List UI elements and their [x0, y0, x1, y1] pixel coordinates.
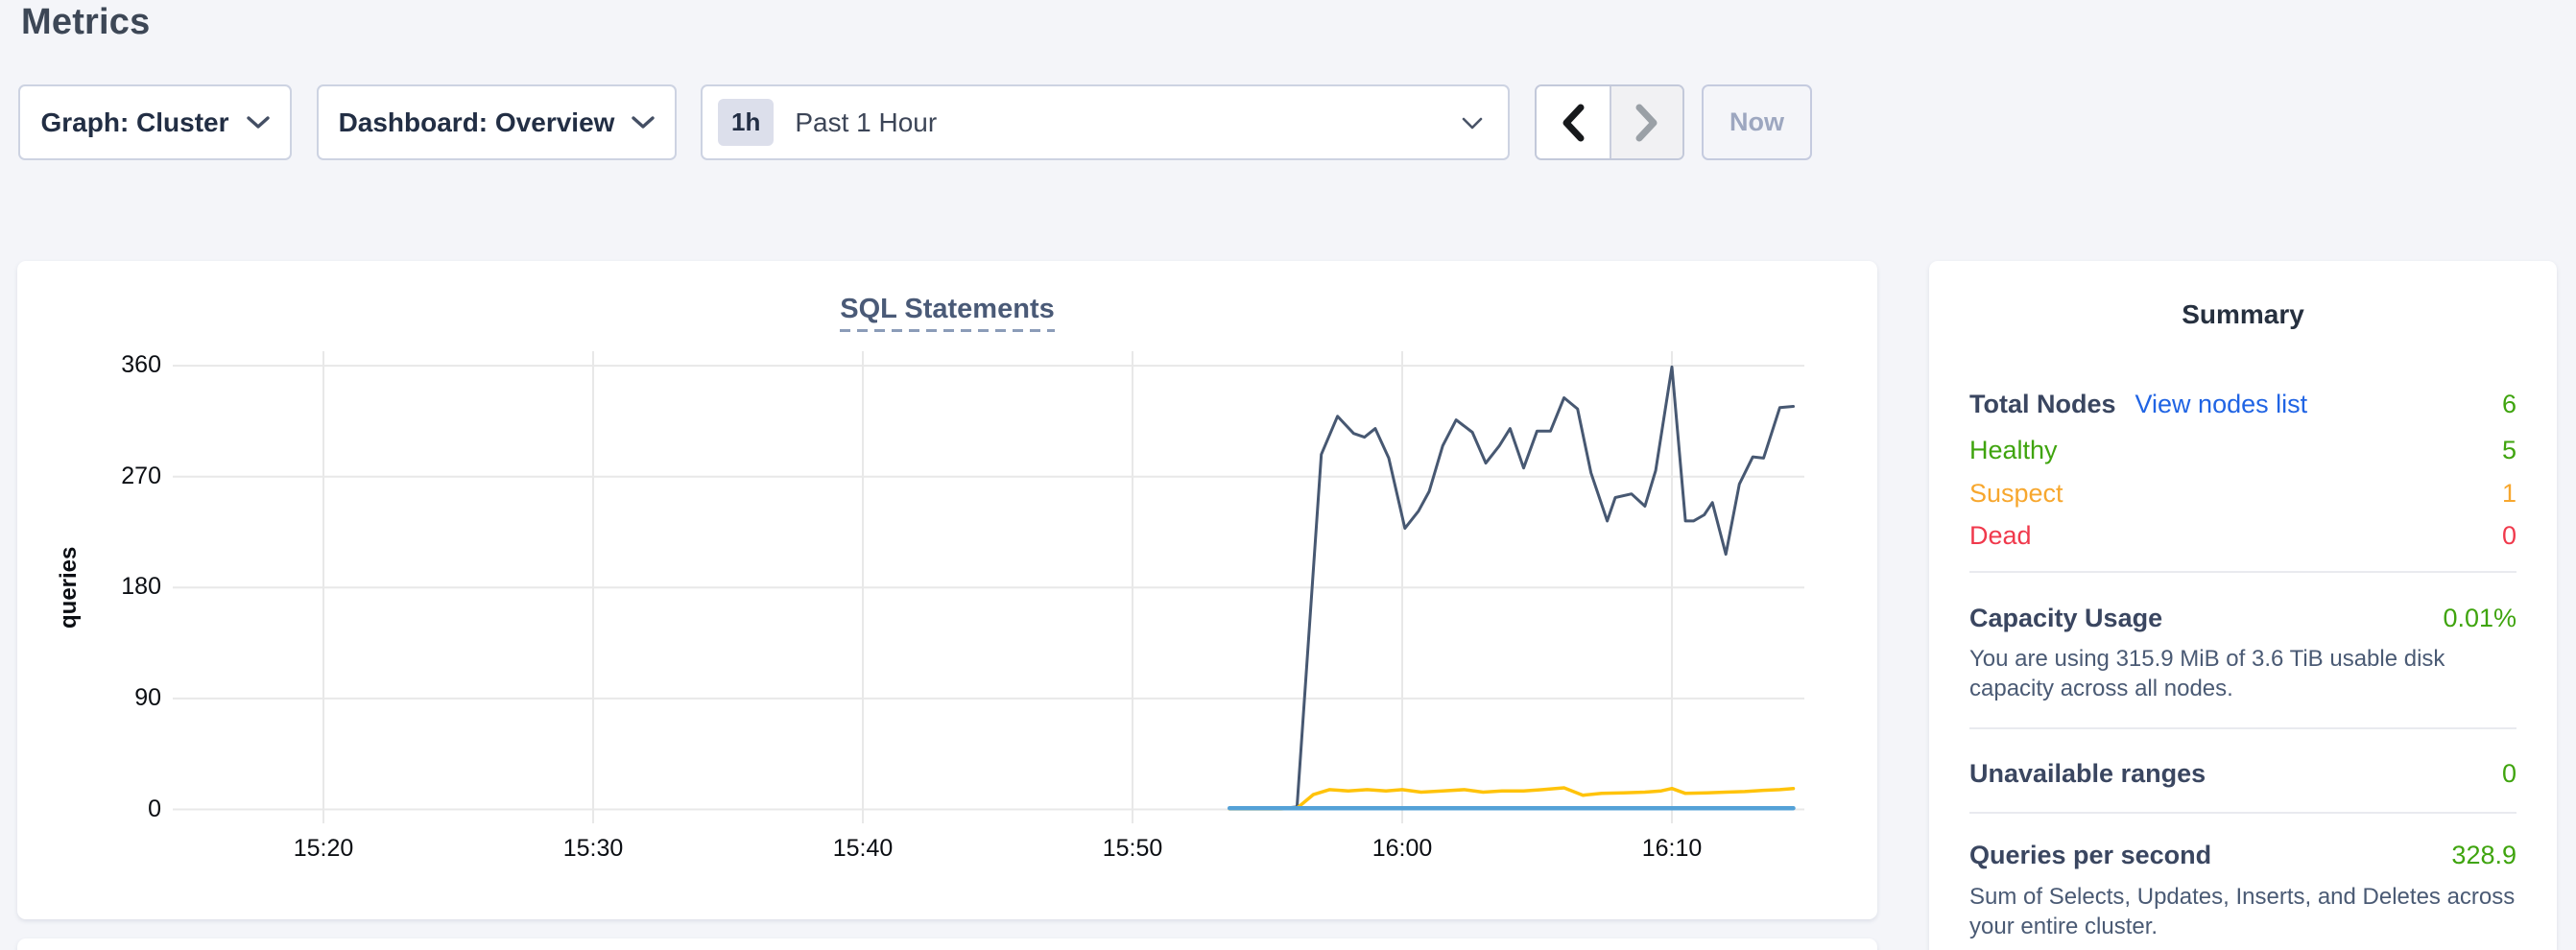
previous-time-window-button[interactable]: [1537, 86, 1610, 158]
graph-dropdown[interactable]: Graph: Cluster: [18, 84, 292, 160]
queries-per-second-label: Queries per second: [1969, 841, 2212, 869]
now-button[interactable]: Now: [1702, 84, 1812, 160]
time-range-badge: 1h: [718, 99, 775, 146]
y-tick-label: 360: [121, 351, 161, 379]
total-nodes-value: 6: [2501, 390, 2516, 418]
divider: [1969, 812, 2516, 814]
capacity-usage-label: Capacity Usage: [1969, 604, 2163, 632]
suspect-value: 1: [2501, 479, 2516, 508]
unavailable-ranges-label: Unavailable ranges: [1969, 759, 2206, 788]
metrics-toolbar: Graph: Cluster Dashboard: Overview 1h Pa…: [0, 84, 2576, 160]
capacity-usage-value: 0.01%: [2443, 604, 2516, 632]
chevron-left-icon: [1562, 104, 1585, 141]
graph-dropdown-label: Graph: Cluster: [40, 107, 229, 137]
time-range-label: Past 1 Hour: [795, 107, 938, 137]
divider: [1969, 571, 2516, 573]
x-tick-label: 16:00: [1371, 835, 1433, 862]
series-queries-yellow: [1228, 786, 1796, 811]
chevron-right-icon: [1635, 104, 1658, 141]
y-tick-label: 0: [148, 795, 161, 822]
summary-title: Summary: [2182, 299, 2304, 329]
chevron-down-icon: [1462, 117, 1483, 130]
dashboard-dropdown-label: Dashboard: Overview: [338, 107, 615, 137]
healthy-value: 5: [2501, 436, 2516, 464]
dashboard-dropdown[interactable]: Dashboard: Overview: [317, 84, 677, 160]
summary-panel: Summary Total Nodes View nodes list 6 He…: [1929, 261, 2557, 950]
time-window-nav: [1535, 84, 1684, 160]
capacity-usage-row: Capacity Usage 0.01%: [1969, 604, 2516, 634]
page-title: Metrics: [21, 2, 151, 42]
x-tick-label: 15:30: [562, 835, 624, 862]
healthy-label: Healthy: [1969, 436, 2058, 464]
sql-statements-chart-card: SQL Statements queries 0 90 180 270 360 15:2…: [17, 261, 1877, 919]
next-time-window-button[interactable]: [1610, 86, 1682, 158]
x-tick-label: 16:10: [1641, 835, 1703, 862]
dead-value: 0: [2501, 521, 2516, 550]
capacity-usage-description: You are using 315.9 MiB of 3.6 TiB usabl…: [1969, 646, 2445, 701]
dead-nodes-row: Dead 0: [1969, 521, 2516, 552]
next-chart-card-partial: [17, 938, 1877, 950]
queries-per-second-description: Sum of Selects, Updates, Inserts, and De…: [1969, 884, 2516, 939]
time-range-picker[interactable]: 1h Past 1 Hour: [701, 84, 1510, 160]
unavailable-ranges-row: Unavailable ranges 0: [1969, 759, 2516, 790]
total-nodes-row: Total Nodes View nodes list 6: [1969, 390, 2516, 420]
chart-title[interactable]: SQL Statements: [840, 294, 1055, 332]
y-tick-label: 180: [121, 573, 161, 601]
unavailable-ranges-value: 0: [2501, 759, 2516, 788]
view-nodes-list-link[interactable]: View nodes list: [2135, 390, 2308, 418]
suspect-nodes-row: Suspect 1: [1969, 479, 2516, 510]
series-queries-navy: [1228, 365, 1795, 810]
chevron-down-icon: [632, 115, 656, 129]
x-tick-label: 15:20: [293, 835, 354, 862]
queries-per-second-value: 328.9: [2451, 841, 2516, 869]
divider: [1969, 727, 2516, 729]
sql-statements-line-chart[interactable]: [173, 345, 1804, 830]
dead-label: Dead: [1969, 521, 2032, 550]
healthy-nodes-row: Healthy 5: [1969, 436, 2516, 466]
total-nodes-label: Total Nodes: [1969, 390, 2116, 418]
suspect-label: Suspect: [1969, 479, 2063, 508]
y-tick-label: 90: [134, 683, 161, 711]
chevron-down-icon: [246, 115, 270, 129]
queries-per-second-row: Queries per second 328.9: [1969, 841, 2516, 871]
y-tick-label: 270: [121, 462, 161, 489]
x-tick-label: 15:40: [832, 835, 894, 862]
x-tick-label: 15:50: [1102, 835, 1163, 862]
